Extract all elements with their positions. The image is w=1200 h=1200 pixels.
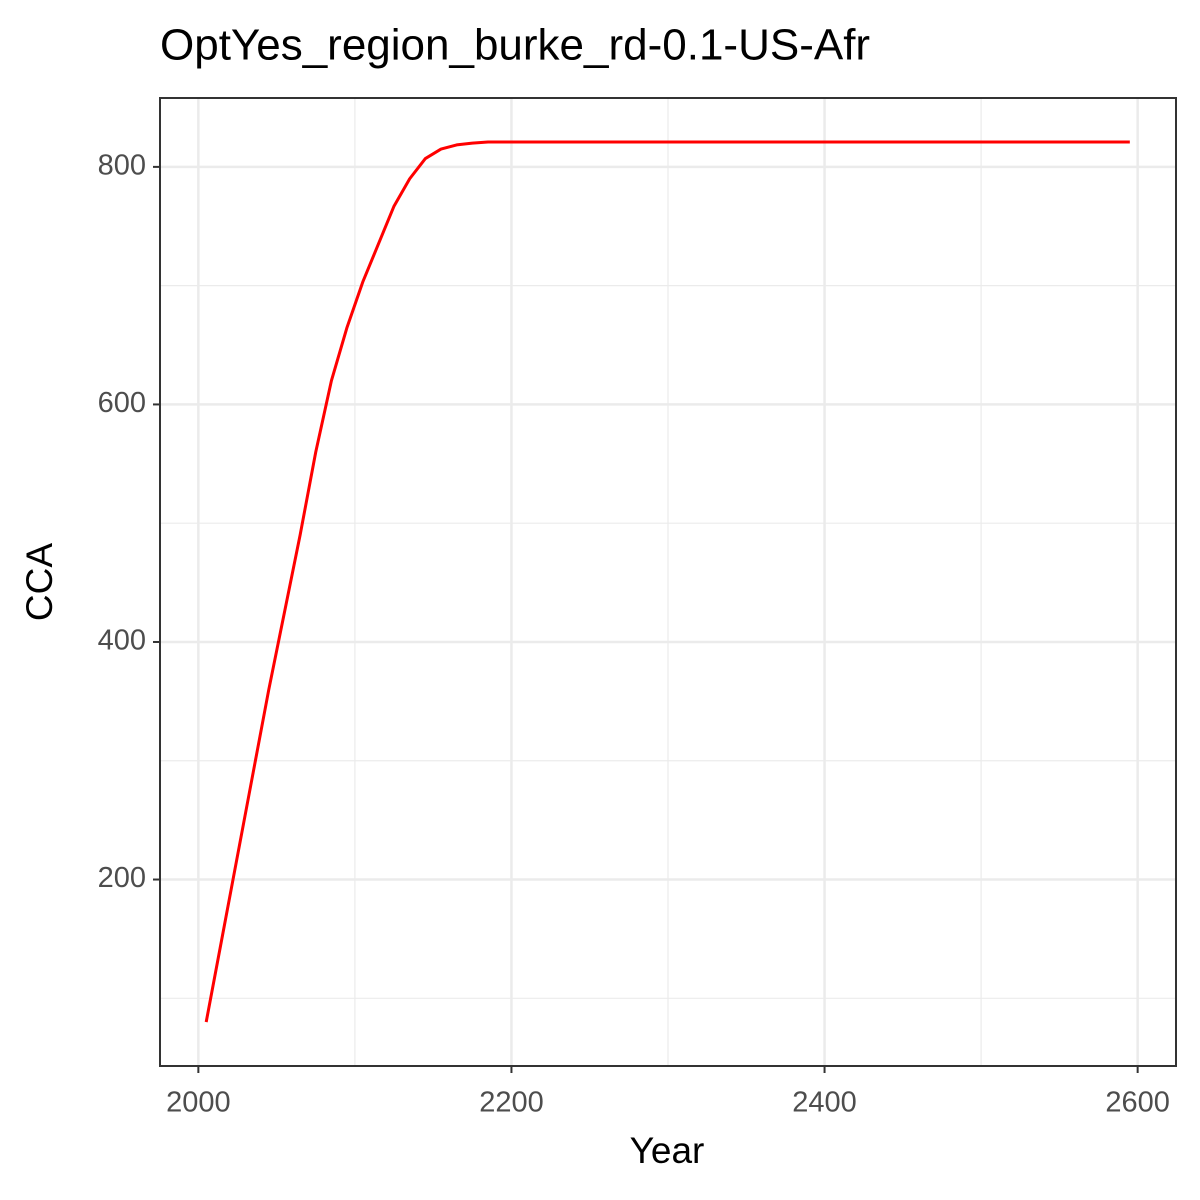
chart-title: OptYes_region_burke_rd-0.1-US-Afr xyxy=(160,21,870,70)
line xyxy=(204,140,1130,1023)
x-axis-title: Year xyxy=(630,1130,705,1171)
y-tick-label: 800 xyxy=(98,150,146,182)
y-tick-label: 600 xyxy=(98,387,146,419)
x-tick-label: 2000 xyxy=(166,1087,231,1119)
y-tick-label: 200 xyxy=(98,862,146,894)
y-tick-label: 400 xyxy=(98,625,146,657)
x-tick-label: 2600 xyxy=(1105,1087,1170,1119)
panel-border xyxy=(159,97,1177,1067)
x-tick-label: 2400 xyxy=(792,1087,857,1119)
x-tick-label: 2200 xyxy=(479,1087,544,1119)
y-axis-title: CCA xyxy=(19,543,60,621)
